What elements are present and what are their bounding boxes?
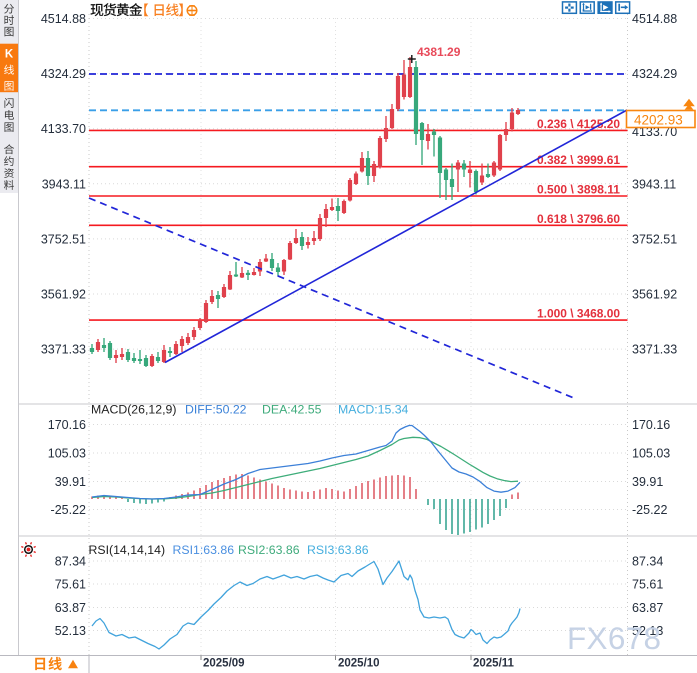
- svg-text:3371.33: 3371.33: [41, 343, 86, 357]
- svg-text:52.13: 52.13: [55, 624, 86, 638]
- svg-text:2025/11: 2025/11: [473, 658, 515, 670]
- svg-text:0.236 \ 4125.20: 0.236 \ 4125.20: [537, 117, 620, 131]
- svg-text:-25.22: -25.22: [632, 503, 667, 517]
- svg-text:-25.22: -25.22: [51, 503, 86, 517]
- svg-text:87.34: 87.34: [632, 555, 663, 569]
- svg-text:K: K: [5, 49, 14, 61]
- svg-text:170.16: 170.16: [48, 418, 86, 432]
- svg-text:3943.11: 3943.11: [42, 177, 86, 191]
- svg-text:4202.93: 4202.93: [634, 113, 683, 128]
- svg-text:MACD(26,12,9): MACD(26,12,9): [91, 403, 176, 417]
- svg-text:DEA:42.55: DEA:42.55: [262, 403, 322, 417]
- svg-text:39.91: 39.91: [55, 475, 86, 489]
- svg-text:2025/09: 2025/09: [203, 658, 245, 670]
- svg-text:105.03: 105.03: [632, 447, 670, 461]
- svg-text:75.61: 75.61: [55, 578, 86, 592]
- svg-text:0.500 \ 3898.11: 0.500 \ 3898.11: [537, 183, 620, 197]
- svg-text:RSI2:63.86: RSI2:63.86: [238, 543, 300, 557]
- svg-text:DIFF:50.22: DIFF:50.22: [185, 403, 247, 417]
- svg-text:87.34: 87.34: [55, 555, 86, 569]
- svg-text:0.618 \ 3796.60: 0.618 \ 3796.60: [537, 212, 620, 226]
- svg-text:MACD:15.34: MACD:15.34: [338, 403, 409, 417]
- svg-text:1.000 \ 3468.00: 1.000 \ 3468.00: [537, 307, 620, 321]
- svg-text:3561.92: 3561.92: [41, 288, 86, 302]
- svg-text:170.16: 170.16: [632, 418, 670, 432]
- svg-text:75.61: 75.61: [632, 578, 663, 592]
- svg-text:3943.11: 3943.11: [632, 177, 676, 191]
- svg-text:2025/10: 2025/10: [338, 658, 380, 670]
- svg-text:105.03: 105.03: [48, 447, 86, 461]
- svg-text:FX678: FX678: [567, 620, 661, 656]
- svg-text:RSI(14,14,14): RSI(14,14,14): [89, 543, 166, 557]
- svg-text:4381.29: 4381.29: [417, 45, 461, 59]
- svg-text:52.13: 52.13: [632, 624, 663, 638]
- svg-text:RSI3:63.86: RSI3:63.86: [307, 543, 369, 557]
- svg-text:3752.51: 3752.51: [632, 232, 677, 246]
- svg-text:4133.70: 4133.70: [41, 122, 86, 136]
- svg-text:39.91: 39.91: [632, 475, 663, 489]
- svg-text:4324.29: 4324.29: [632, 67, 677, 81]
- svg-text:0.382 \ 3999.61: 0.382 \ 3999.61: [537, 153, 620, 167]
- svg-text:63.87: 63.87: [55, 601, 86, 615]
- svg-text:63.87: 63.87: [632, 601, 663, 615]
- svg-text:RSI1:63.86: RSI1:63.86: [173, 543, 235, 557]
- svg-text:3561.92: 3561.92: [632, 288, 677, 302]
- svg-text:3752.51: 3752.51: [41, 232, 86, 246]
- svg-text:3371.33: 3371.33: [632, 343, 677, 357]
- svg-text:4514.88: 4514.88: [632, 12, 677, 26]
- svg-text:4133.70: 4133.70: [632, 125, 677, 139]
- svg-text:4324.29: 4324.29: [41, 67, 86, 81]
- svg-text:4514.88: 4514.88: [41, 12, 86, 26]
